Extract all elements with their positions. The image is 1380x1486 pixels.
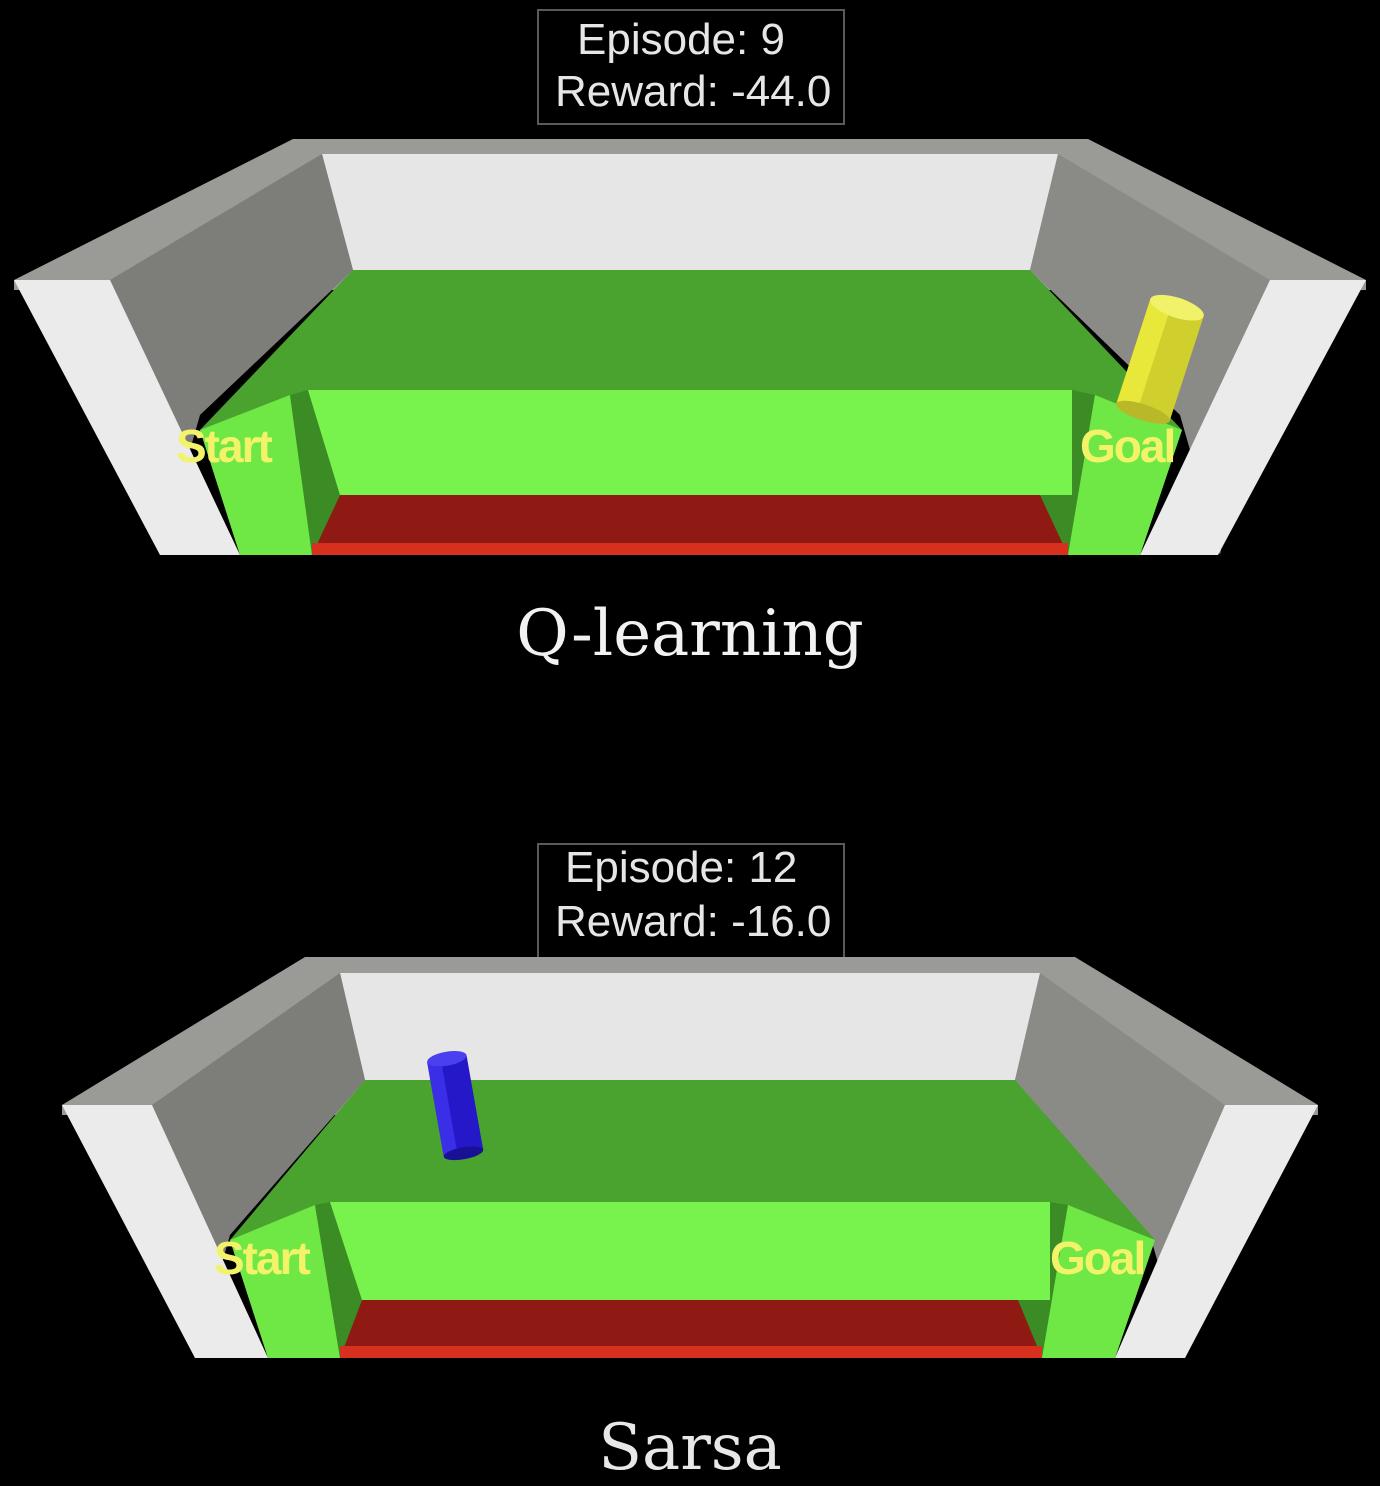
cliff-edge [312,543,1068,555]
start-step-wall [290,390,340,555]
start-step-wall [315,1202,362,1358]
algorithm-title-qlearning: Q-learning [516,597,864,671]
left-outer-wall [62,1105,268,1358]
reward-value: Reward: -44.0 [555,67,832,116]
left-outer-wall [14,280,240,555]
gridworld-scene-qlearning: Start Goal [14,139,1366,555]
start-cell [230,1205,340,1358]
algorithm-title-sarsa: Sarsa [598,1411,782,1485]
start-label: Start [176,420,272,472]
stats-box-qlearning: Episode: 9 Reward: -44.0 [537,9,845,125]
goal-label: Goal [1050,1232,1144,1284]
goal-cell [1042,1205,1155,1358]
goal-cell [1068,395,1182,555]
start-label: Start [214,1232,310,1284]
episode-counter: Episode: 9 [577,15,785,64]
back-wall [340,973,1040,1080]
safe-path [330,1202,1050,1300]
safe-path [308,390,1072,495]
right-outer-wall [1140,280,1366,555]
start-cell [200,395,312,555]
back-wall [322,154,1058,270]
agent-cylinder [427,1050,484,1161]
gridworld-scene-sarsa: Start Goal [62,957,1318,1358]
reward-value: Reward: -16.0 [555,897,832,946]
agent-cylinder [1116,294,1204,424]
stats-box-sarsa: Episode: 12 Reward: -16.0 [537,843,845,959]
right-outer-wall [1115,1105,1318,1358]
episode-counter: Episode: 12 [565,843,798,892]
goal-label: Goal [1080,420,1174,472]
cliff-edge [340,1346,1042,1358]
cliff-region [340,1300,1042,1358]
cliff-region [312,495,1068,555]
